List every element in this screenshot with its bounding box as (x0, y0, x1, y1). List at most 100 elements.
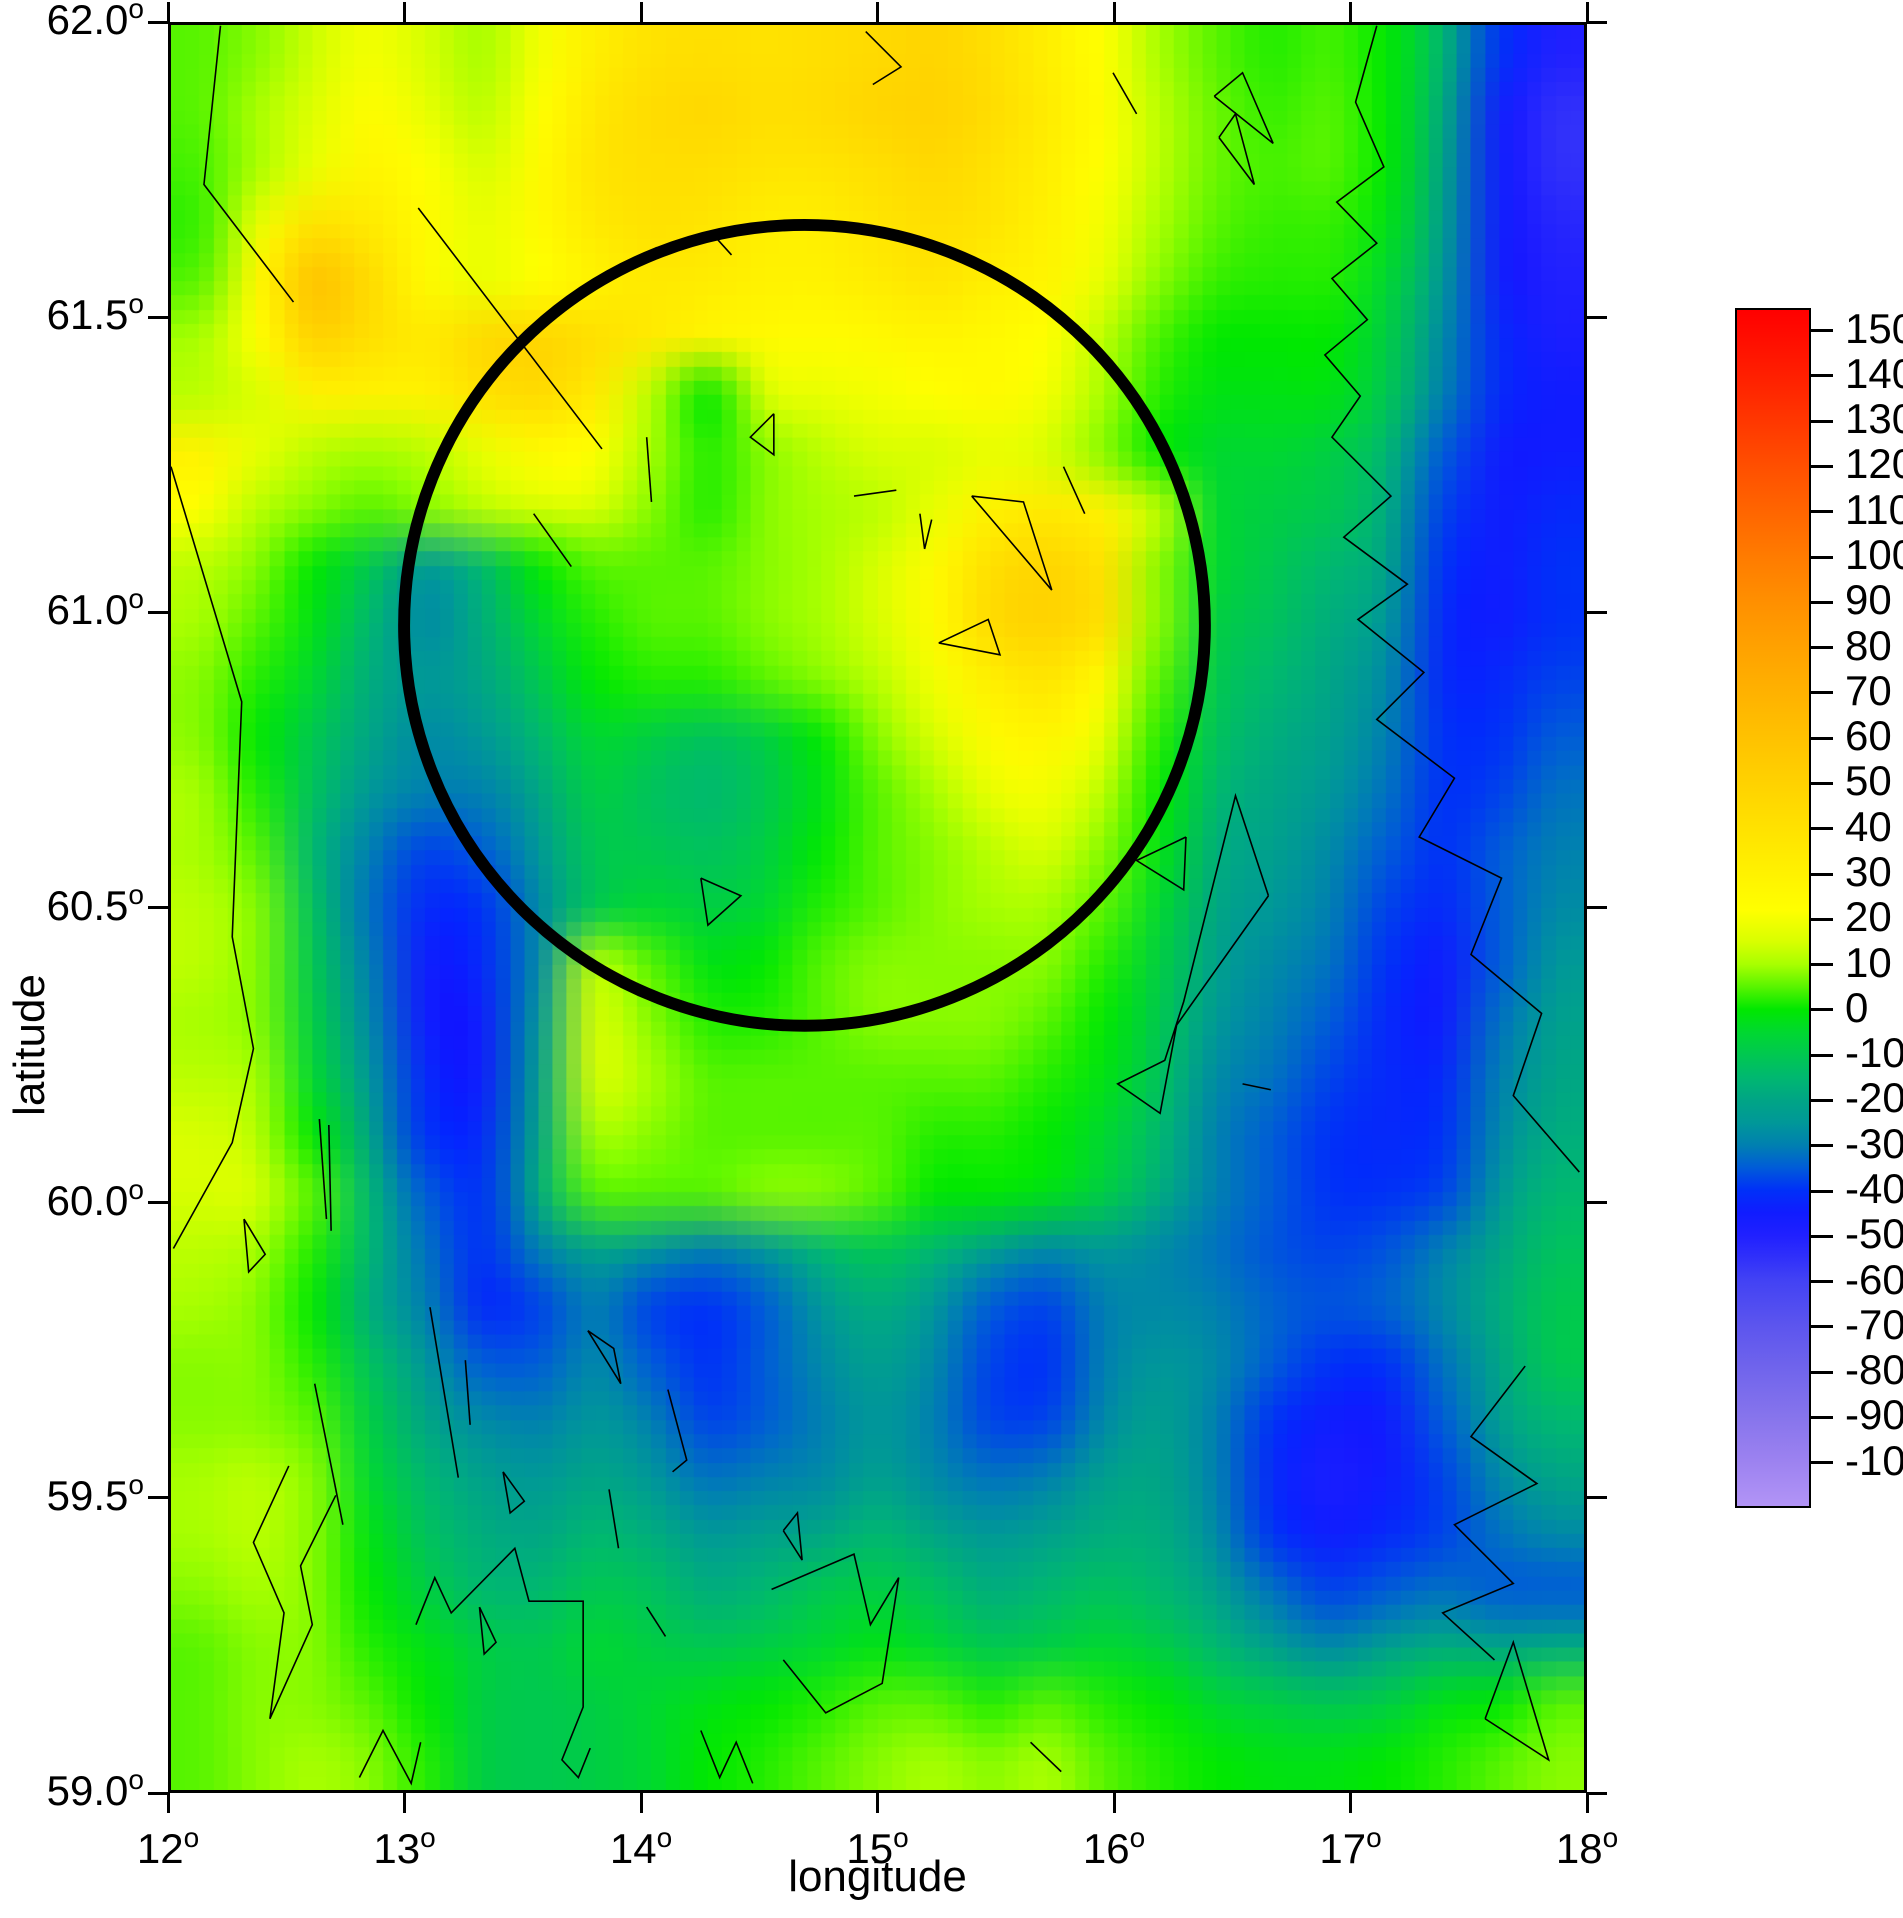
coastline-path (313, 1383, 344, 1525)
y-tick-label: 60.0o (46, 1173, 144, 1224)
colorbar-tick (1811, 419, 1833, 423)
colorbar-tick (1811, 329, 1833, 333)
y-axis-title: latitude (5, 974, 54, 1116)
y-axis-right-tick (1587, 1201, 1607, 1205)
colorbar-tick (1811, 917, 1833, 921)
x-axis-tick (1585, 1793, 1589, 1813)
coastline-path (171, 466, 255, 1249)
x-axis-top-tick (1585, 2, 1589, 22)
colorbar-tick-label: -10 (1845, 1029, 1903, 1077)
coastline-path (749, 413, 775, 457)
colorbar-tick (1811, 1008, 1833, 1012)
colorbar-tick (1811, 600, 1833, 604)
colorbar-tick-label: 100 (1845, 531, 1903, 579)
y-axis-right-tick (1587, 906, 1607, 909)
y-axis-right-tick (1587, 315, 1607, 319)
colorbar-tick-label: 30 (1845, 848, 1892, 896)
coastline-path (645, 437, 653, 502)
colorbar-tick (1811, 781, 1833, 785)
colorbar-tick-label: 80 (1845, 621, 1892, 669)
colorbar-tick (1811, 1189, 1833, 1193)
colorbar-tick-label: 140 (1845, 349, 1903, 397)
colorbar-tick-label: 150 (1845, 304, 1903, 352)
colorbar-tick-label: -50 (1845, 1210, 1903, 1258)
coastline-path (252, 1465, 337, 1720)
coastline-path (203, 25, 295, 303)
coastline-path (919, 513, 933, 550)
coastline-path (1213, 71, 1274, 144)
colorbar-tick (1811, 1280, 1833, 1284)
coastline-path (938, 618, 1002, 656)
y-axis-tick (148, 1496, 168, 1500)
colorbar-tick-label: -20 (1845, 1074, 1903, 1122)
coastline-path (1112, 72, 1138, 115)
coastline-path (1062, 466, 1086, 514)
colorbar-tick-label: 0 (1845, 983, 1869, 1031)
y-tick-label: 60.5o (46, 878, 144, 929)
colorbar-tick (1811, 827, 1833, 831)
colorbar-tick-label: 130 (1845, 395, 1903, 443)
map-plot-area (168, 22, 1587, 1793)
heatmap-canvas (171, 25, 1584, 1790)
x-axis-top-tick (876, 2, 879, 22)
coastline-path (1242, 1083, 1271, 1091)
colorbar-tick-label: -30 (1845, 1119, 1903, 1167)
coastline-path (587, 1330, 622, 1385)
coastline-path (1218, 112, 1256, 185)
y-tick-label: 61.5o (46, 288, 144, 339)
x-axis-title: longitude (788, 1852, 967, 1901)
x-tick-label: 18o (1555, 1822, 1619, 1873)
colorbar-tick-label: 20 (1845, 893, 1892, 941)
colorbar-tick (1811, 963, 1833, 967)
y-tick-label: 59.5o (46, 1468, 144, 1519)
x-tick-label: 16o (1082, 1822, 1146, 1873)
coastline-path (853, 489, 897, 497)
coastline-path (667, 1389, 688, 1473)
coastline-path (429, 1307, 460, 1478)
colorbar-tick (1811, 1144, 1833, 1148)
x-tick-label: 15o (846, 1822, 909, 1873)
colorbar-tick (1811, 464, 1833, 468)
y-axis-tick (148, 1791, 168, 1795)
coastline-path (533, 513, 572, 568)
study-area-circle (398, 218, 1211, 1032)
colorbar-tick (1811, 1234, 1833, 1238)
coastline-path (243, 1218, 267, 1274)
colorbar-tick (1811, 1415, 1833, 1419)
colorbar-tick (1811, 1098, 1833, 1102)
coastline-path (417, 207, 603, 450)
colorbar-tick-label: -60 (1845, 1255, 1903, 1303)
x-axis-top-tick (403, 2, 406, 22)
coastline-path (971, 495, 1053, 591)
x-tick-label: 13o (373, 1822, 436, 1873)
coastline-path (415, 1546, 591, 1779)
coastline-path (1323, 25, 1580, 1173)
y-tick-label: 59.0o (46, 1764, 144, 1815)
colorbar-tick-label: -90 (1845, 1391, 1903, 1439)
coastline-path (358, 1728, 422, 1786)
colorbar-tick (1811, 374, 1833, 378)
y-axis-tick (148, 610, 168, 614)
x-axis-tick (403, 1793, 406, 1813)
x-tick-label: 12o (136, 1822, 200, 1873)
y-axis-right-tick (1587, 1496, 1607, 1500)
colorbar-tick (1811, 1370, 1833, 1374)
x-axis-top-tick (1349, 2, 1352, 22)
colorbar-tick-label: -80 (1845, 1346, 1903, 1394)
x-axis-tick (876, 1793, 879, 1813)
y-tick-label: 62.0o (46, 0, 144, 43)
coastline-path (700, 1730, 754, 1784)
x-axis-top-tick (166, 2, 170, 22)
colorbar-tick-label: -70 (1845, 1300, 1903, 1348)
colorbar-tick-label: 60 (1845, 712, 1892, 760)
colorbar-tick (1811, 691, 1833, 695)
coastline-path (1484, 1639, 1551, 1762)
y-tick-label: 61.0o (46, 583, 144, 634)
coastline-path (328, 1124, 332, 1231)
coastline-path (1116, 792, 1270, 1115)
y-axis-tick (148, 315, 168, 319)
colorbar-tick-label: -40 (1845, 1165, 1903, 1213)
x-axis-tick (1349, 1793, 1352, 1813)
coastline-path (464, 1360, 471, 1425)
